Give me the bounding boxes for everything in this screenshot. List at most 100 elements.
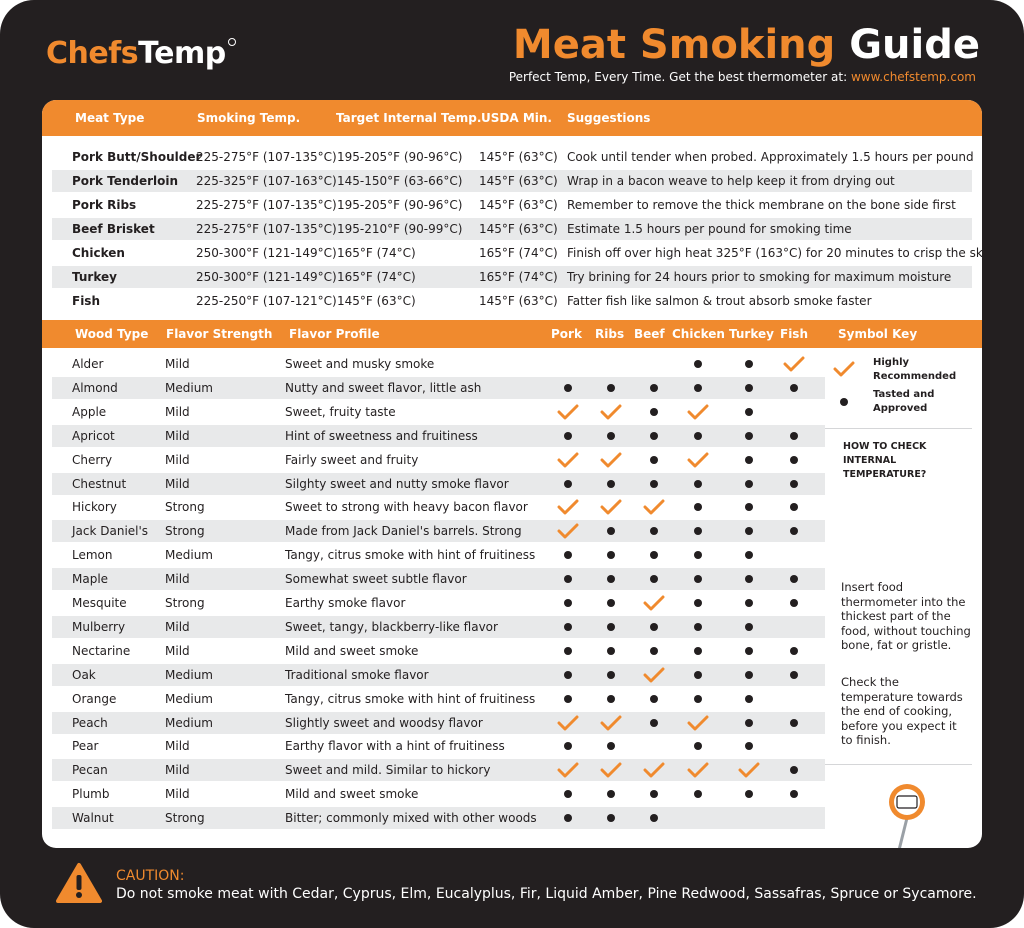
wood-profile: Nutty and sweet flavor, little ash [285,380,482,395]
meat-smoking-temp: 225-250°F (107-121°C) [196,294,337,308]
dot-icon-chicken [685,473,711,495]
check-icon [600,762,622,778]
dot-icon [694,599,702,607]
check-icon-ribs [598,712,624,734]
dot-icon [745,694,753,703]
check-icon [687,762,709,778]
wood-name: Apricot [72,428,115,443]
caution-title: CAUTION: [116,868,185,884]
dot-icon [745,646,753,655]
wood-row: Orange Medium Tangy, citrus smoke with hin… [52,688,825,710]
dot-icon-beef [641,544,667,566]
title-part2: Guide [849,22,980,68]
dot-icon [694,383,702,392]
dot-icon-turkey [736,592,762,614]
wood-row: Hickory Strong Sweet to strong with heavy … [52,496,825,518]
wood-row: Lemon Medium Tangy, citrus smoke with hint… [52,544,825,566]
dot-icon [650,575,658,584]
wood-row: Mulberry Mild Sweet, tangy, blackberry-lik… [52,615,825,638]
dot-icon-fish [781,520,807,542]
wood-row: Apple Mild Sweet, fruity taste [52,401,825,423]
dot-icon [564,575,572,584]
dot-icon [607,599,615,607]
dot-icon-pork [555,592,581,614]
meat-name: Pork Tenderloin [72,174,179,188]
dot-icon-ribs [598,568,624,590]
dot-icon [790,766,798,775]
dot-icon-ribs [598,544,624,566]
wood-strength: Strong [165,500,205,515]
wood-name: Walnut [72,811,114,826]
meat-row: Pork Butt/Shoulder 225-275°F (107-135°C) 1… [52,146,974,168]
wood-profile: Made from Jack Daniel's barrels. Strong [285,524,522,539]
wood-strength: Mild [165,357,190,371]
wood-name: Mesquite [72,596,127,610]
dot-icon [790,718,798,727]
dot-icon [790,646,798,655]
header-symbol-key: Symbol Key [838,327,918,341]
meat-thermometer-icon [888,784,925,848]
dot-icon [607,383,615,392]
meat-name: Pork Ribs [72,198,137,212]
wood-strength: Mild [165,452,190,467]
wood-profile: Earthy smoke flavor [285,596,406,610]
dot-icon-turkey [736,401,762,423]
meat-suggestion: Wrap in a bacon weave to help keep it fr… [567,174,895,188]
meat-usda-min: 145°F (63°C) [479,198,558,212]
dot-icon [607,575,615,584]
dot-icon-beef [641,640,667,662]
wood-table-header: Wood Type Flavor Strength Flavor Profile… [42,320,982,348]
dot-icon-turkey [736,616,762,638]
wood-strength: Medium [165,691,213,706]
dot-icon-beef [641,425,667,447]
wood-name: Chestnut [72,476,127,491]
wood-row: Alder Mild Sweet and musky smoke [52,353,825,375]
dot-icon [564,551,572,560]
dot-icon-beef [641,473,667,495]
dot-icon-ribs [598,616,624,638]
title-part1: Meat Smoking [512,22,836,68]
dot-icon [694,646,702,655]
dot-icon [790,527,798,536]
wood-strength: Mild [165,404,190,419]
dot-icon [694,479,702,488]
wood-profile: Sweet and mild. Similar to hickory [285,763,491,778]
wood-name: Hickory [72,500,117,515]
dot-icon-fish [781,712,807,734]
wood-strength: Mild [165,572,190,587]
check-icon-beef [641,664,667,686]
dot-icon [694,622,702,631]
dot-icon-ribs [598,735,624,757]
wood-name: Nectarine [72,643,131,658]
dot-icon [564,790,572,799]
website-link[interactable]: www.chefstemp.com [850,70,976,84]
dot-icon-fish [781,449,807,471]
dot-icon-pork [555,640,581,662]
dot-icon [694,527,702,536]
dot-icon [745,551,753,560]
dot-icon [650,646,658,655]
dot-icon-turkey [736,449,762,471]
dot-icon-ribs [598,688,624,710]
dot-icon [650,718,658,727]
header-chicken: Chicken [672,327,725,341]
dot-icon [745,407,753,416]
check-icon-pork [555,759,581,781]
header-pork: Pork [551,327,582,341]
dot-icon-chicken [685,783,711,805]
wood-profile: Fairly sweet and fruity [285,452,419,467]
dot-icon [564,742,572,751]
dot-icon [745,360,753,368]
dot-icon [607,694,615,703]
wood-strength: Medium [165,715,213,730]
wood-strength: Medium [165,667,213,682]
dot-icon-pork [555,425,581,447]
dot-icon-fish [781,783,807,805]
dot-icon-beef [641,568,667,590]
check-icon [687,715,709,730]
dot-icon [564,814,572,823]
dot-icon [650,527,658,536]
check-icon [557,762,579,778]
dot-icon-chicken [685,568,711,590]
dot-icon-ribs [598,520,624,542]
